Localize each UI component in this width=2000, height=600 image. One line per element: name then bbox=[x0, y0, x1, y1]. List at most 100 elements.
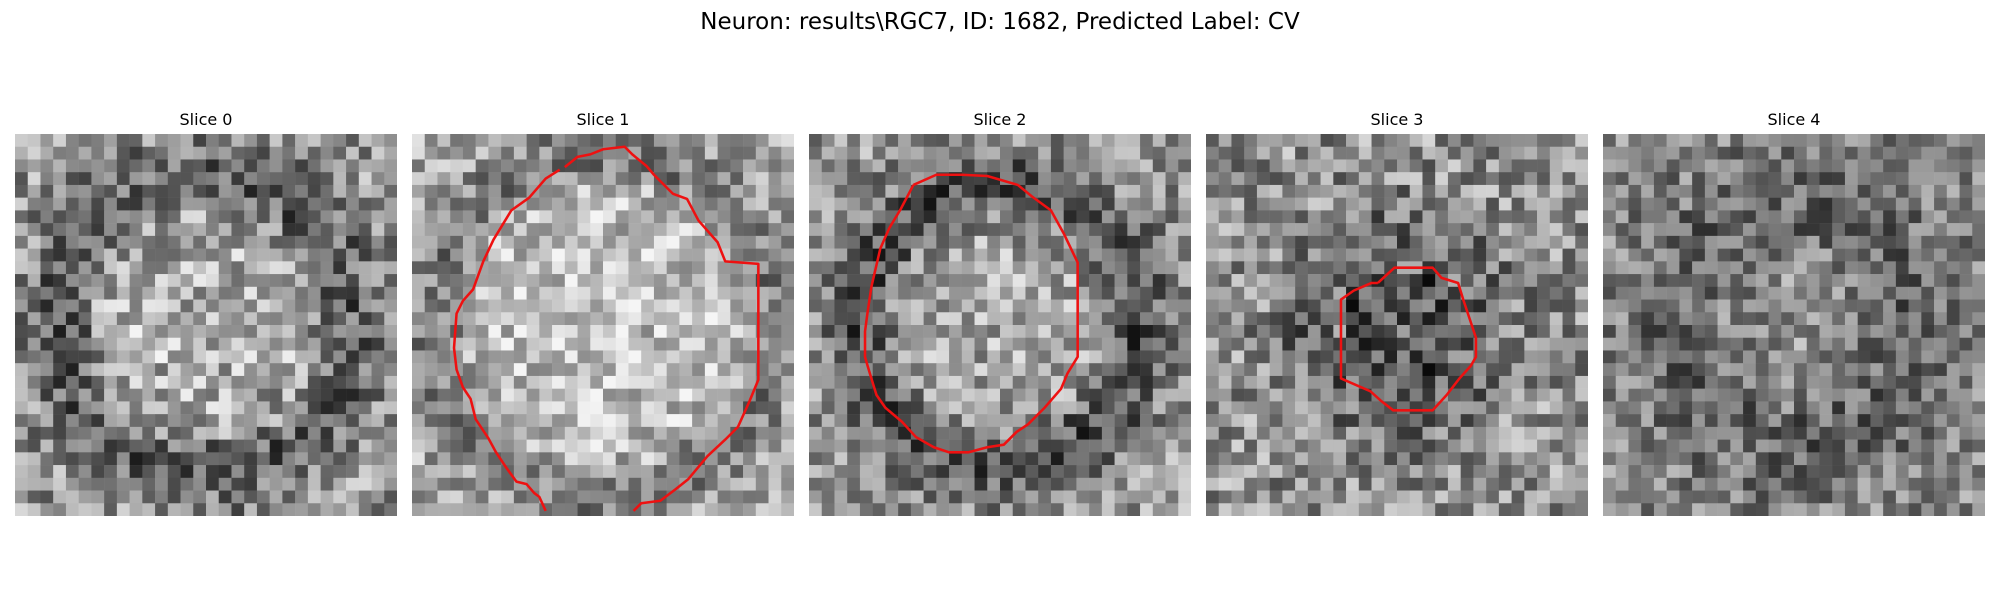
pixel bbox=[730, 363, 744, 377]
pixel bbox=[307, 210, 321, 224]
pixel bbox=[1832, 172, 1846, 186]
pixel bbox=[1537, 490, 1551, 504]
pixel bbox=[1218, 223, 1232, 237]
pixel bbox=[384, 172, 397, 186]
pixel bbox=[936, 426, 950, 440]
pixel bbox=[1870, 439, 1884, 453]
pixel bbox=[834, 312, 848, 326]
pixel bbox=[1806, 248, 1820, 262]
pixel bbox=[218, 465, 232, 479]
pixel bbox=[692, 337, 706, 351]
pixel bbox=[1371, 465, 1385, 479]
pixel bbox=[180, 248, 194, 262]
pixel bbox=[1794, 375, 1807, 389]
pixel bbox=[653, 477, 667, 491]
pixel bbox=[1101, 414, 1115, 428]
pixel bbox=[1012, 490, 1026, 504]
pixel bbox=[1371, 197, 1385, 211]
pixel bbox=[384, 197, 397, 211]
pixel bbox=[1704, 503, 1718, 516]
pixel bbox=[821, 375, 835, 389]
pixel bbox=[1615, 439, 1629, 453]
pixel bbox=[679, 477, 693, 491]
pixel bbox=[1562, 414, 1576, 428]
pixel bbox=[1628, 363, 1642, 377]
pixel bbox=[834, 350, 848, 364]
pixel bbox=[961, 146, 975, 160]
pixel bbox=[1447, 184, 1461, 198]
pixel bbox=[1704, 248, 1718, 262]
pixel bbox=[1666, 261, 1680, 275]
pixel bbox=[1730, 388, 1744, 402]
pixel bbox=[1870, 248, 1884, 262]
pixel bbox=[65, 477, 79, 491]
pixel bbox=[333, 210, 347, 224]
pixel bbox=[1743, 401, 1757, 415]
pixel bbox=[1921, 388, 1935, 402]
pixel bbox=[1140, 388, 1154, 402]
pixel bbox=[218, 312, 232, 326]
pixel bbox=[1908, 146, 1922, 160]
pixel bbox=[167, 274, 181, 288]
pixel bbox=[269, 159, 283, 173]
pixel bbox=[1524, 350, 1538, 364]
pixel bbox=[27, 375, 41, 389]
pixel bbox=[488, 159, 502, 173]
pixel bbox=[910, 325, 924, 338]
pixel bbox=[218, 325, 232, 338]
pixel bbox=[1038, 388, 1052, 402]
pixel bbox=[768, 197, 782, 211]
pixel bbox=[1089, 286, 1103, 300]
pixel bbox=[231, 235, 245, 249]
pixel bbox=[1050, 248, 1064, 262]
pixel bbox=[692, 146, 706, 160]
pixel bbox=[1628, 375, 1642, 389]
pixel bbox=[1704, 337, 1718, 351]
pixel bbox=[1282, 235, 1296, 249]
pixel bbox=[564, 184, 578, 198]
pixel bbox=[371, 312, 385, 326]
pixel bbox=[1231, 312, 1245, 326]
pixel bbox=[1641, 312, 1655, 326]
pixel bbox=[142, 210, 156, 224]
pixel bbox=[1435, 261, 1449, 275]
pixel bbox=[1704, 210, 1718, 224]
pixel bbox=[1524, 146, 1538, 160]
pixel bbox=[307, 426, 321, 440]
pixel bbox=[450, 134, 464, 147]
pixel bbox=[1244, 363, 1258, 377]
pixel bbox=[1717, 235, 1731, 249]
pixel bbox=[142, 299, 156, 313]
pixel bbox=[384, 452, 397, 466]
pixel bbox=[1959, 223, 1973, 237]
pixel bbox=[1653, 388, 1667, 402]
pixel bbox=[488, 274, 502, 288]
pixel bbox=[412, 465, 425, 479]
pixel bbox=[1959, 197, 1973, 211]
pixel bbox=[1218, 299, 1232, 313]
pixel bbox=[437, 414, 451, 428]
pixel bbox=[1000, 325, 1013, 338]
pixel bbox=[91, 401, 105, 415]
pixel bbox=[1346, 414, 1360, 428]
pixel bbox=[116, 146, 130, 160]
pixel bbox=[488, 299, 502, 313]
pixel bbox=[1819, 184, 1833, 198]
pixel bbox=[1076, 184, 1090, 198]
pixel bbox=[1794, 388, 1807, 402]
pixel bbox=[1397, 235, 1410, 249]
pixel bbox=[1679, 210, 1693, 224]
pixel bbox=[1908, 134, 1922, 147]
pixel bbox=[692, 503, 706, 516]
pixel bbox=[1934, 159, 1948, 173]
pixel bbox=[1498, 490, 1512, 504]
pixel bbox=[1549, 363, 1563, 377]
pixel bbox=[1397, 401, 1410, 415]
pixel bbox=[15, 172, 28, 186]
pixel bbox=[987, 490, 1001, 504]
pixel bbox=[821, 159, 835, 173]
pixel bbox=[1282, 350, 1296, 364]
pixel bbox=[501, 325, 515, 338]
pixel bbox=[256, 286, 270, 300]
pixel bbox=[167, 414, 181, 428]
